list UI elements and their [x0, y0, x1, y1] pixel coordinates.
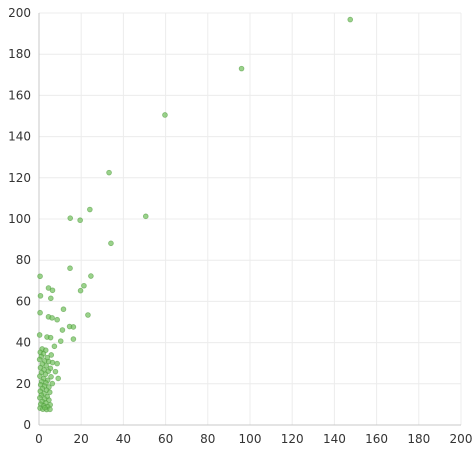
data-point: [88, 273, 94, 279]
data-point: [55, 375, 62, 382]
data-point: [37, 273, 43, 280]
y-tick-label: 180: [8, 47, 31, 61]
x-tick-label: 180: [407, 432, 430, 446]
data-point: [59, 327, 66, 333]
x-tick-label: 120: [281, 432, 304, 446]
data-point: [37, 373, 43, 379]
data-point: [49, 380, 56, 387]
data-point: [57, 338, 64, 344]
y-tick-label: 200: [8, 6, 31, 20]
x-tick-label: 20: [74, 432, 89, 446]
data-point: [67, 265, 73, 272]
data-point: [47, 406, 53, 413]
data-point: [142, 213, 149, 220]
x-tick-label: 0: [35, 432, 43, 446]
data-point: [49, 315, 55, 321]
data-point: [49, 359, 56, 366]
y-tick-label: 100: [8, 212, 31, 226]
data-point: [70, 336, 77, 342]
y-tick-label: 40: [16, 336, 31, 350]
data-point: [87, 206, 93, 213]
data-point: [48, 373, 54, 380]
data-point: [52, 368, 59, 375]
y-tick-label: 60: [16, 294, 31, 308]
data-point: [42, 404, 48, 411]
data-point: [46, 389, 53, 396]
y-tick-label: 0: [23, 418, 31, 432]
data-point: [81, 282, 87, 289]
data-point: [238, 65, 245, 72]
data-point: [36, 332, 43, 338]
data-point: [60, 306, 67, 313]
tick-labels: 0 20 40 60 80 100 120 140 160 180 200 0 20 40 60 80 100 1…: [8, 6, 472, 446]
y-tick-label: 120: [8, 171, 31, 185]
data-point: [77, 287, 84, 294]
x-tick-label: 200: [450, 432, 473, 446]
data-point: [36, 356, 43, 363]
x-tick-label: 100: [239, 432, 262, 446]
data-points: [36, 16, 354, 413]
x-tick-label: 80: [200, 432, 215, 446]
data-point: [47, 334, 54, 341]
y-tick-label: 80: [16, 253, 31, 267]
y-tick-label: 140: [8, 130, 31, 144]
data-point: [347, 16, 354, 23]
data-point: [54, 360, 60, 367]
data-point: [108, 240, 114, 247]
data-point: [106, 169, 112, 176]
data-point: [51, 343, 58, 350]
grid: [39, 12, 462, 425]
data-point: [37, 309, 43, 316]
x-tick-label: 160: [365, 432, 388, 446]
x-tick-label: 60: [158, 432, 173, 446]
x-tick-label: 140: [323, 432, 346, 446]
data-point: [48, 352, 55, 358]
data-point: [67, 215, 74, 221]
data-point: [70, 324, 77, 330]
data-point: [85, 312, 91, 318]
data-point: [162, 112, 168, 118]
data-point: [77, 217, 83, 224]
data-point: [37, 293, 44, 299]
data-point: [49, 287, 56, 294]
data-point: [54, 316, 60, 323]
x-tick-label: 40: [116, 432, 131, 446]
y-tick-label: 160: [8, 88, 31, 102]
data-point: [48, 295, 54, 302]
y-tick-label: 20: [16, 377, 31, 391]
